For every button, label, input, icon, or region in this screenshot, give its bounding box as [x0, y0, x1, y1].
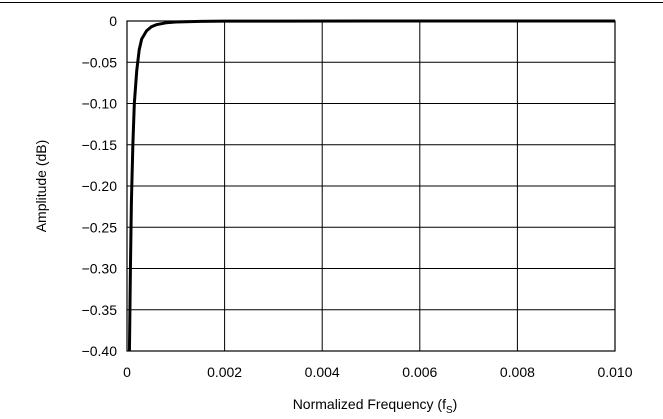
- top-rule: [0, 2, 663, 3]
- y-tick-label: −0.15: [82, 137, 118, 153]
- x-axis-title: Normalized Frequency (fS): [293, 396, 458, 416]
- x-tick-label: 0.004: [305, 364, 340, 380]
- y-tick-label: −0.05: [82, 54, 118, 70]
- series-line: [127, 19, 615, 352]
- x-tick-label: 0.006: [402, 364, 437, 380]
- x-axis-title-subscript: S: [446, 405, 453, 416]
- y-tick-label: 0: [109, 13, 117, 29]
- x-tick-label: 0: [123, 364, 131, 380]
- x-axis-title-close: ): [453, 396, 458, 412]
- x-axis-title-main: Normalized Frequency (f: [293, 396, 446, 412]
- y-axis-title: Amplitude (dB): [33, 140, 49, 233]
- x-tick-label: 0.002: [207, 364, 242, 380]
- y-tick-label: −0.30: [82, 261, 118, 277]
- y-tick-label: −0.20: [82, 178, 118, 194]
- y-tick-label: −0.40: [82, 343, 118, 359]
- grid: [126, 20, 616, 352]
- x-tick-label: 0.010: [597, 364, 632, 380]
- y-tick-label: −0.10: [82, 96, 118, 112]
- x-tick-label: 0.008: [500, 364, 535, 380]
- y-tick-label: −0.25: [82, 219, 118, 235]
- y-tick-label: −0.35: [82, 302, 118, 318]
- x-tick-labels: 0 0.002 0.004 0.006 0.008 0.010: [123, 364, 633, 380]
- y-tick-labels: 0 −0.05 −0.10 −0.15 −0.20 −0.25 −0.30 −0.35 −0.4…: [82, 13, 118, 359]
